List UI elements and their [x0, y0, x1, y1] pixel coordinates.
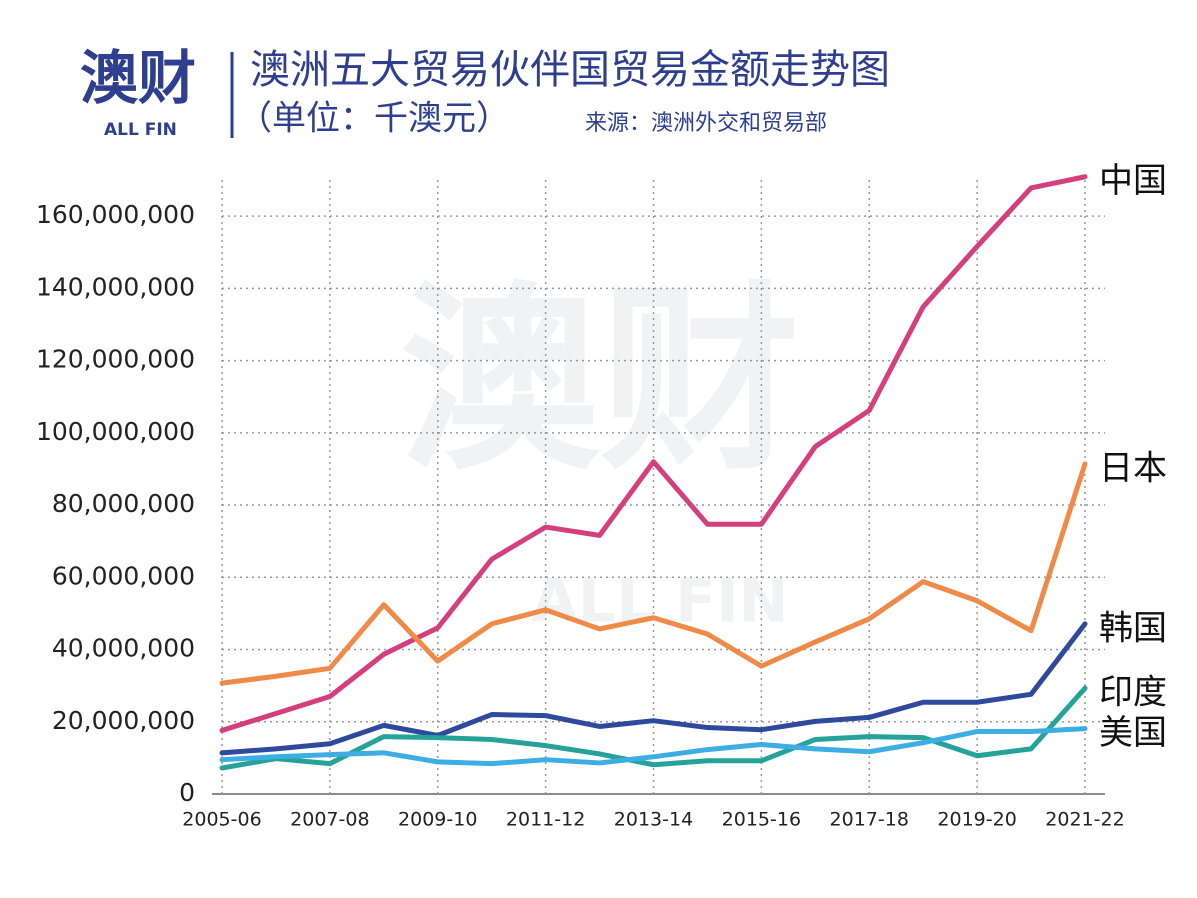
x-tick-label: 2007-08 [290, 809, 369, 831]
chart-subtitle: （单位：千澳元） [238, 99, 510, 139]
series-line [219, 621, 1088, 756]
x-tick-label: 2015-16 [722, 809, 801, 831]
series-label: 中国 [1099, 161, 1167, 201]
y-tick-label: 140,000,000 [36, 272, 195, 301]
y-tick-label: 100,000,000 [36, 417, 195, 446]
x-tick-label: 2017-18 [830, 809, 909, 831]
y-tick-label: 40,000,000 [52, 634, 195, 663]
y-tick-label: 0 [179, 778, 195, 807]
watermark-sub: ALL FIN [531, 567, 788, 637]
series-label: 韩国 [1099, 608, 1167, 648]
x-tick-label: 2013-14 [614, 809, 693, 831]
series-label: 印度 [1099, 673, 1167, 713]
source: 来源：澳洲外交和贸易部 [585, 111, 827, 136]
series-line [219, 461, 1088, 686]
x-tick-label: 2019-20 [937, 809, 1016, 831]
series-line [219, 685, 1088, 771]
y-tick-label: 120,000,000 [36, 345, 195, 374]
y-tick-label: 20,000,000 [52, 706, 195, 735]
watermark-logo: 澳财 [400, 265, 800, 498]
series-line [219, 174, 1088, 733]
series-label: 美国 [1099, 713, 1167, 753]
y-tick-label: 160,000,000 [36, 200, 195, 229]
logo-sub: ALL FIN [104, 120, 177, 140]
y-tick-label: 60,000,000 [52, 561, 195, 590]
series-label: 日本 [1099, 448, 1167, 488]
chart-title: 澳洲五大贸易伙伴国贸易金额走势图 [250, 47, 890, 93]
logo: 澳财 [80, 44, 196, 112]
x-tick-label: 2005-06 [182, 809, 261, 831]
series-line [219, 726, 1088, 767]
x-tick-label: 2011-12 [506, 809, 585, 831]
y-tick-label: 80,000,000 [52, 489, 195, 518]
x-tick-label: 2021-22 [1045, 809, 1124, 831]
x-tick-label: 2009-10 [398, 809, 477, 831]
